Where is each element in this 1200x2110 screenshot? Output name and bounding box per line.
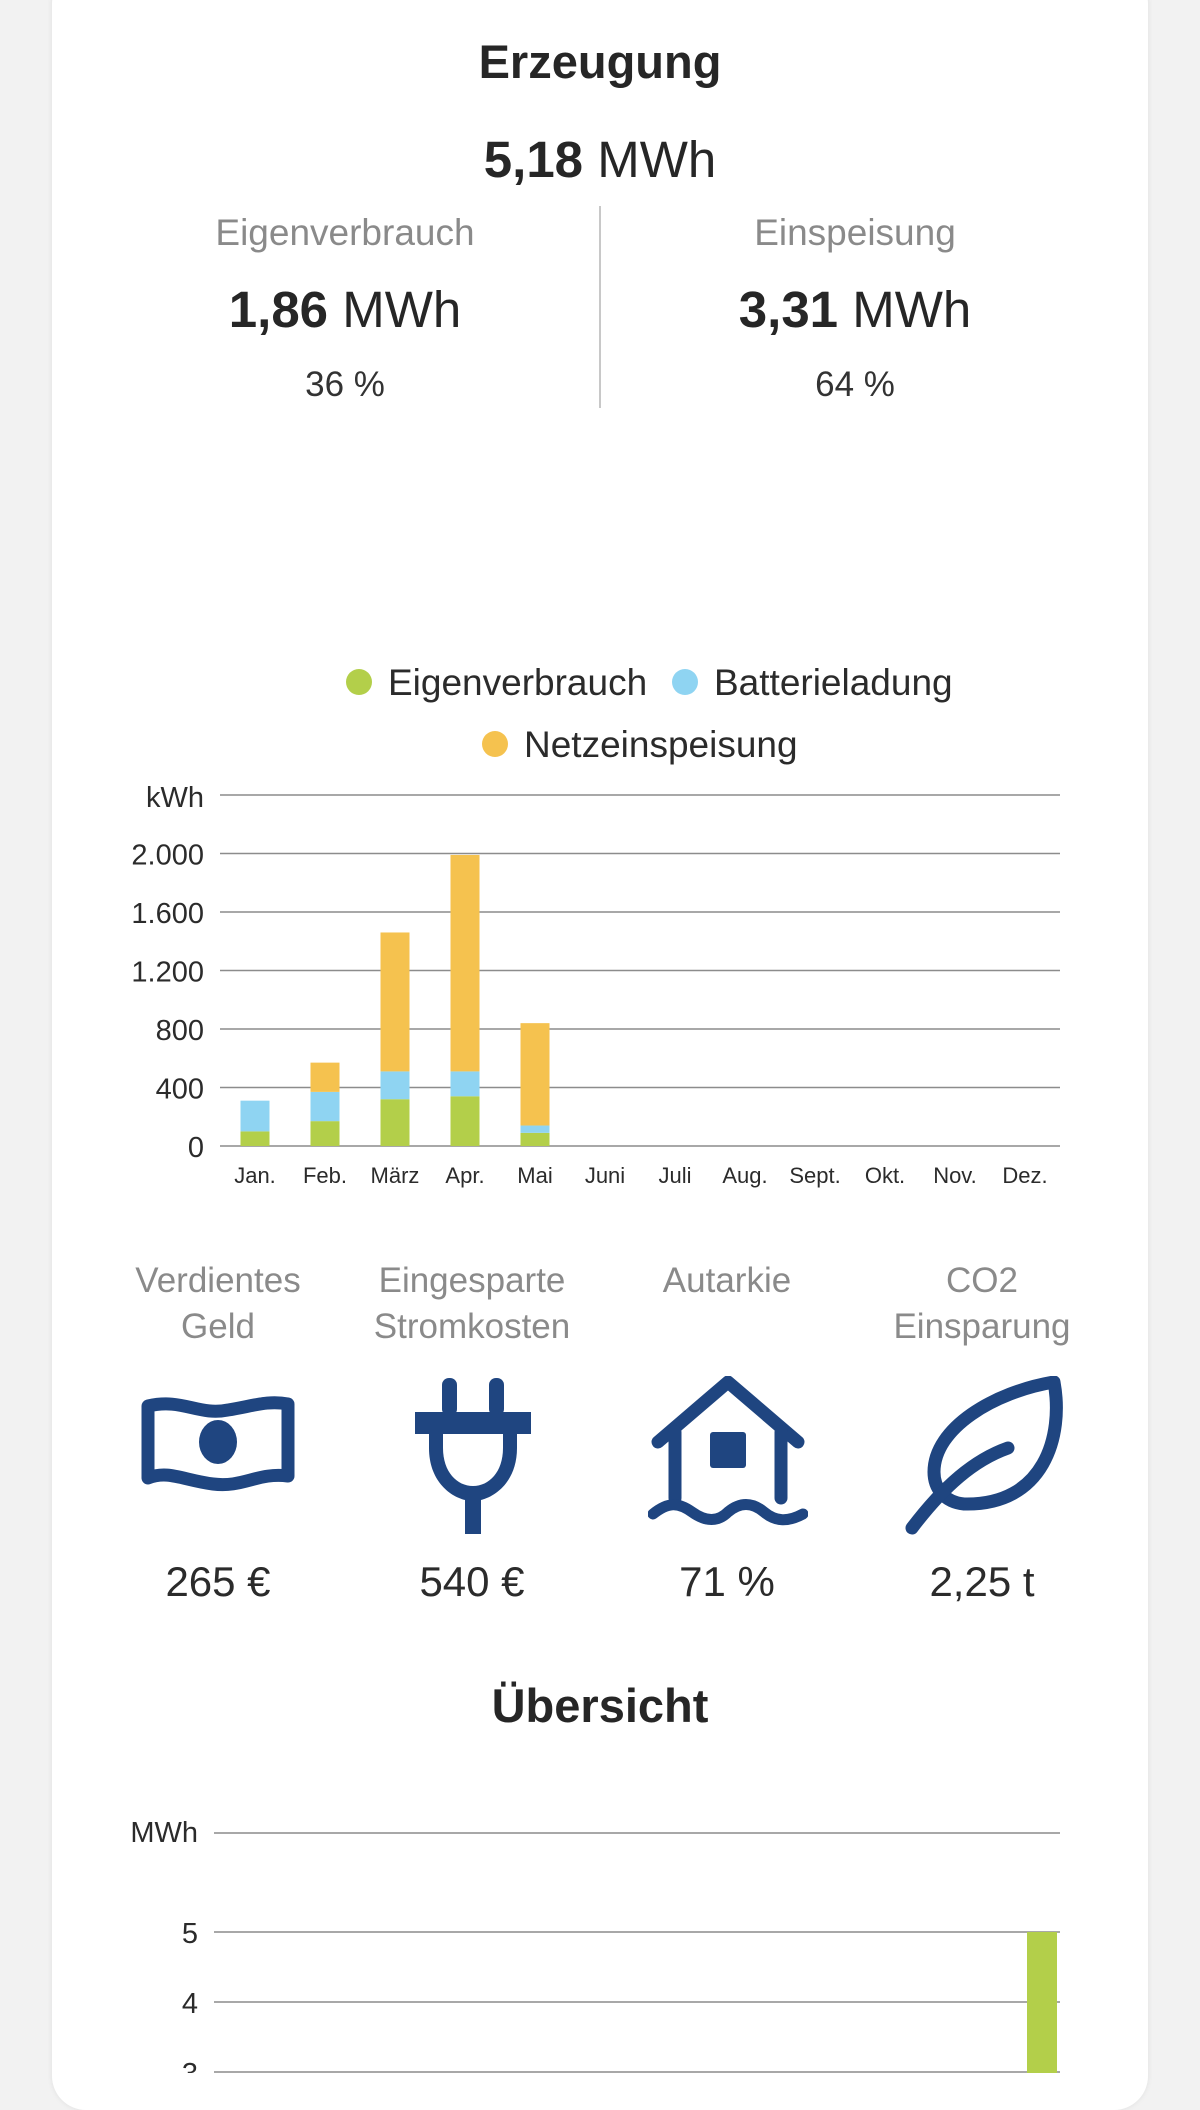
chart-bar-segment xyxy=(380,1071,410,1100)
chart-x-tick: Juli xyxy=(658,1163,691,1188)
kpi-label-co2-line2: Einsparung xyxy=(893,1307,1071,1346)
production-total-unit: MWh xyxy=(597,131,717,188)
self-consumption-unit: MWh xyxy=(342,281,462,338)
chart-bar-segment xyxy=(450,1096,480,1146)
leaf-icon xyxy=(905,1376,1063,1535)
legend-item-grid[interactable]: Netzeinspeisung xyxy=(482,724,798,766)
money-icon xyxy=(141,1396,295,1492)
chart-bar-segment xyxy=(240,1131,270,1146)
feed-in-amount: 3,31 MWh xyxy=(655,280,1055,339)
chart-bar-segment xyxy=(310,1062,340,1092)
self-consumption-amount: 1,86 MWh xyxy=(145,280,545,339)
chart-bar-segment xyxy=(520,1125,550,1133)
legend-label-grid: Netzeinspeisung xyxy=(524,724,798,765)
legend-label-battery: Batterieladung xyxy=(714,662,953,703)
chart-bar-segment xyxy=(520,1023,550,1126)
page-title: Erzeugung xyxy=(478,35,722,88)
legend-label-self: Eigenverbrauch xyxy=(388,662,648,703)
kpi-value-savings: 540 € xyxy=(419,1558,525,1605)
chart-x-tick: Mai xyxy=(517,1163,552,1188)
kpi-label-co2: CO2 Einsparung xyxy=(862,1258,1102,1350)
chart-y-tick: 800 xyxy=(156,1015,204,1047)
production-total: 5,18 MWh xyxy=(400,130,800,189)
feed-in-label: Einspeisung xyxy=(754,212,956,253)
legend-dot-self xyxy=(346,669,372,696)
chart-x-tick: Nov. xyxy=(933,1163,977,1188)
chart-bar-segment xyxy=(520,1132,550,1146)
legend-item-battery[interactable]: Batterieladung xyxy=(672,662,953,704)
kpi-label-money: Verdientes Geld xyxy=(98,1258,338,1350)
chart-x-tick: Feb. xyxy=(303,1163,347,1188)
chart-bar-segment xyxy=(450,1071,480,1097)
chart-bar-segment xyxy=(450,854,480,1072)
chart-y-tick: 2.000 xyxy=(131,840,204,872)
overview-y-tick: 3 xyxy=(182,2058,198,2073)
production-total-value: 5,18 xyxy=(483,131,584,188)
overview-title: Übersicht xyxy=(491,1679,709,1732)
chart-x-tick: Sept. xyxy=(789,1163,840,1188)
kpi-value-money: 265 € xyxy=(165,1558,271,1605)
kpi-label-savings-line1: Eingesparte xyxy=(378,1261,566,1300)
overview-chart: MWh 3 4 5 xyxy=(130,1817,1060,2073)
chart-y-tick: 0 xyxy=(188,1132,204,1164)
feed-in-unit: MWh xyxy=(852,281,972,338)
self-consumption-value: 1,86 xyxy=(228,281,329,338)
chart-x-tick: Okt. xyxy=(865,1163,905,1188)
kpi-label-co2-line1: CO2 xyxy=(946,1261,1018,1300)
house-icon xyxy=(648,1376,808,1526)
chart-bar-segment xyxy=(380,932,410,1072)
legend-dot-battery xyxy=(672,669,698,696)
chart-bar-segment xyxy=(380,1099,410,1146)
kpi-row: Verdientes Geld Eingesparte Stromkosten … xyxy=(0,1258,1200,1618)
kpi-label-savings-line2: Stromkosten xyxy=(373,1307,571,1346)
chart-y-tick: 1.600 xyxy=(131,898,204,930)
kpi-label-autarky-line1: Autarkie xyxy=(662,1261,792,1300)
chart-y-tick: 1.200 xyxy=(131,957,204,989)
chart-y-tick: 400 xyxy=(156,1074,204,1106)
overview-unit-label: MWh xyxy=(130,1817,198,1849)
legend-dot-grid xyxy=(482,731,508,758)
chart-x-tick: März xyxy=(371,1163,420,1188)
chart-x-tick: Apr. xyxy=(445,1163,484,1188)
chart-bar-segment xyxy=(310,1091,340,1122)
monthly-chart: kWh 0 400 800 1.200 1.600 2.000 Jan. Feb. März Apr… xyxy=(131,782,1060,1188)
feed-in-value: 3,31 xyxy=(738,281,839,338)
divider xyxy=(599,206,601,408)
kpi-label-savings: Eingesparte Stromkosten xyxy=(352,1258,592,1350)
chart-bar-segment xyxy=(240,1100,270,1132)
self-consumption-label: Eigenverbrauch xyxy=(215,212,475,253)
kpi-value-autarky: 71 % xyxy=(679,1558,775,1605)
kpi-label-autarky: Autarkie xyxy=(607,1258,847,1304)
chart-x-tick: Aug. xyxy=(722,1163,767,1188)
legend-item-self[interactable]: Eigenverbrauch xyxy=(346,662,647,704)
overview-y-tick: 5 xyxy=(182,1918,198,1950)
chart-x-tick: Dez. xyxy=(1002,1163,1047,1188)
chart-x-tick: Jan. xyxy=(234,1163,276,1188)
plug-icon xyxy=(415,1378,531,1534)
chart-bar-segment xyxy=(310,1121,340,1146)
kpi-label-money-line1: Verdientes xyxy=(135,1261,301,1300)
kpi-label-money-line2: Geld xyxy=(181,1307,255,1346)
kpi-value-co2: 2,25 t xyxy=(929,1558,1035,1605)
overview-y-tick: 4 xyxy=(182,1988,198,2020)
self-consumption-percent: 36 % xyxy=(305,365,385,404)
feed-in-percent: 64 % xyxy=(815,365,895,404)
chart-unit-label: kWh xyxy=(146,782,204,814)
chart-x-tick: Juni xyxy=(585,1163,625,1188)
overview-bar xyxy=(1027,1932,1057,2073)
